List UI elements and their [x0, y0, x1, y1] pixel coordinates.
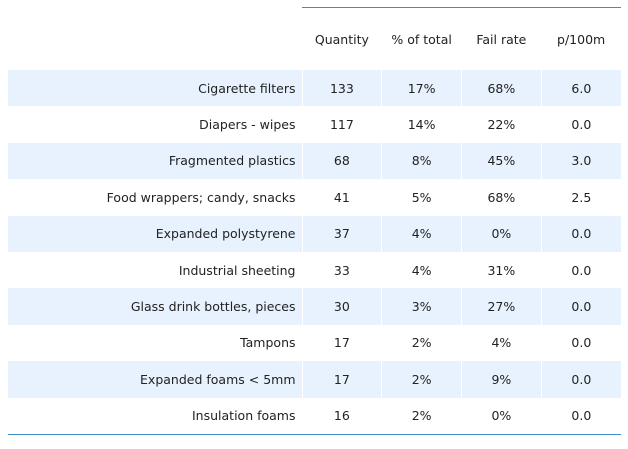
row-label: Fragmented plastics — [8, 142, 302, 180]
cell-quantity: 17 — [301, 324, 382, 362]
table-row: Expanded polystyrene 37 4% 0% 0.0 — [8, 215, 621, 252]
row-label: Food wrappers; candy, snacks — [106, 189, 296, 205]
cell-quantity: 68 — [301, 142, 382, 180]
cell-quantity: 17 — [301, 361, 382, 398]
cell-percent-total: 4% — [381, 251, 462, 289]
header-p100m: p/100m — [541, 7, 621, 70]
row-label: Expanded polystyrene — [8, 215, 302, 252]
table-row: Fragmented plastics 68 8% 45% 3.0 — [8, 142, 621, 180]
cell-p100m: 0.0 — [540, 251, 621, 289]
header-percent-total: % of total — [381, 7, 462, 70]
cell-fail-rate: 9% — [461, 361, 542, 398]
cell-percent-total: 5% — [381, 179, 462, 216]
litter-summary-table-container: Quantity % of total Fail rate p/100m Cig… — [8, 7, 621, 435]
cell-fail-rate: 0% — [461, 397, 542, 435]
cell-p100m: 3.0 — [540, 142, 621, 180]
table-row: Diapers - wipes 117 14% 22% 0.0 — [8, 106, 621, 143]
cell-percent-total: 2% — [381, 361, 462, 398]
cell-quantity: 16 — [301, 397, 382, 435]
header-fail-rate: Fail rate — [461, 7, 542, 70]
row-label: Insulation foams — [8, 397, 302, 435]
cell-percent-total: 17% — [381, 70, 462, 107]
cell-quantity: 37 — [301, 215, 382, 252]
cell-p100m: 0.0 — [540, 324, 621, 362]
row-label: Industrial sheeting — [178, 262, 296, 278]
cell-fail-rate: 22% — [461, 106, 542, 143]
cell-fail-rate: 45% — [461, 142, 542, 180]
table-row: Tampons 17 2% 4% 0.0 — [8, 324, 621, 362]
cell-fail-rate: 4% — [461, 324, 542, 362]
cell-p100m: 0.0 — [540, 215, 621, 252]
header-blank-cell — [8, 8, 302, 71]
table-row: Cigarette filters 133 17% 68% 6.0 — [8, 70, 621, 107]
cell-fail-rate: 68% — [461, 179, 542, 216]
litter-summary-table: Quantity % of total Fail rate p/100m Cig… — [8, 7, 621, 435]
cell-fail-rate: 0% — [461, 215, 542, 252]
cell-p100m: 0.0 — [540, 106, 621, 143]
cell-quantity: 33 — [301, 251, 382, 289]
table-header-row: Quantity % of total Fail rate p/100m — [8, 7, 621, 71]
cell-quantity: 133 — [301, 70, 382, 107]
table-row: Food wrappers; candy, snacks 41 5% 68% 2… — [8, 179, 621, 216]
cell-percent-total: 2% — [381, 397, 462, 435]
cell-p100m: 6.0 — [540, 70, 621, 107]
cell-percent-total: 8% — [381, 142, 462, 180]
cell-p100m: 0.0 — [540, 288, 621, 325]
cell-quantity: 117 — [301, 106, 382, 143]
header-quantity: Quantity — [302, 7, 382, 70]
cell-percent-total: 2% — [381, 324, 462, 362]
row-label: Cigarette filters — [8, 70, 302, 107]
cell-fail-rate: 31% — [461, 251, 542, 289]
row-label: Tampons — [240, 335, 296, 351]
table-row: Industrial sheeting 33 4% 31% 0.0 — [8, 251, 621, 289]
row-label: Diapers - wipes — [199, 117, 296, 133]
cell-percent-total: 14% — [381, 106, 462, 143]
cell-quantity: 41 — [301, 179, 382, 216]
cell-quantity: 30 — [301, 288, 382, 325]
cell-p100m: 0.0 — [540, 361, 621, 398]
row-label: Glass drink bottles, pieces — [8, 288, 302, 325]
table-row: Expanded foams < 5mm 17 2% 9% 0.0 — [8, 361, 621, 398]
table-row: Glass drink bottles, pieces 30 3% 27% 0.… — [8, 288, 621, 325]
table-row: Insulation foams 16 2% 0% 0.0 — [8, 397, 621, 435]
cell-percent-total: 4% — [381, 215, 462, 252]
cell-p100m: 2.5 — [540, 179, 621, 216]
row-label: Expanded foams < 5mm — [8, 361, 302, 398]
cell-p100m: 0.0 — [540, 397, 621, 435]
cell-fail-rate: 68% — [461, 70, 542, 107]
cell-fail-rate: 27% — [461, 288, 542, 325]
cell-percent-total: 3% — [381, 288, 462, 325]
